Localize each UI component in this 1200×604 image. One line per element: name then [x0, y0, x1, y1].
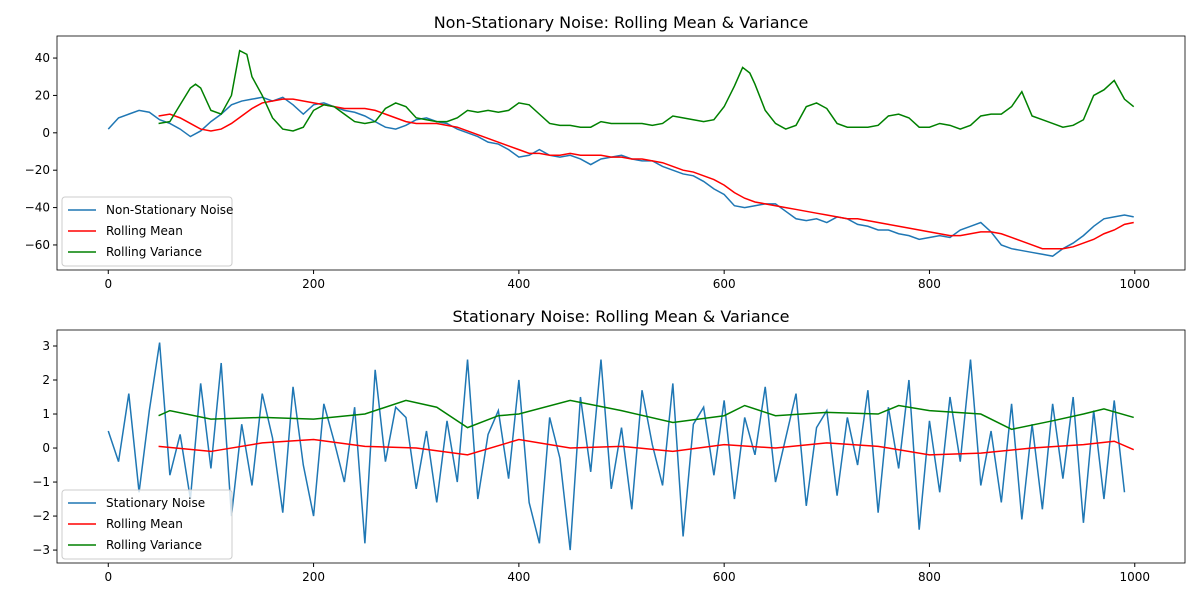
legend-label: Rolling Variance — [106, 245, 202, 259]
y-tick-label: −40 — [25, 201, 50, 215]
x-tick-label: 800 — [918, 277, 941, 291]
x-tick-label: 800 — [918, 570, 941, 584]
y-tick-label: −2 — [32, 509, 50, 523]
x-tick-label: 0 — [104, 570, 112, 584]
y-tick-label: −1 — [32, 475, 50, 489]
x-tick-label: 200 — [302, 570, 325, 584]
series-line — [158, 438, 1135, 456]
legend-label: Rolling Mean — [106, 224, 183, 238]
y-tick-label: 2 — [42, 373, 50, 387]
plot-frame — [56, 329, 1186, 564]
y-tick-label: 0 — [42, 126, 50, 140]
series-line — [158, 399, 1134, 431]
y-tick-label: 40 — [35, 51, 50, 65]
y-tick-label: −60 — [25, 238, 50, 252]
chart-title: Non-Stationary Noise: Rolling Mean & Var… — [434, 13, 809, 32]
y-tick-label: −3 — [32, 543, 50, 557]
y-tick-label: 3 — [42, 339, 50, 353]
y-tick-label: 20 — [35, 88, 50, 102]
y-tick-label: 0 — [42, 441, 50, 455]
chart-title: Stationary Noise: Rolling Mean & Varianc… — [453, 307, 790, 326]
x-tick-label: 400 — [507, 277, 530, 291]
x-tick-label: 600 — [713, 277, 736, 291]
legend-box — [61, 196, 233, 267]
series-line — [158, 98, 1134, 250]
series-line — [107, 96, 1134, 257]
x-tick-label: 200 — [302, 277, 325, 291]
x-tick-label: 1000 — [1119, 570, 1150, 584]
plot-frame — [56, 35, 1186, 271]
legend-label: Stationary Noise — [106, 496, 205, 510]
x-tick-label: 1000 — [1119, 277, 1150, 291]
y-tick-label: −20 — [25, 163, 50, 177]
legend-label: Rolling Mean — [106, 517, 183, 531]
legend-label: Non-Stationary Noise — [106, 203, 233, 217]
legend-box — [61, 489, 233, 560]
x-tick-label: 600 — [713, 570, 736, 584]
y-tick-label: 1 — [42, 407, 50, 421]
x-tick-label: 0 — [104, 277, 112, 291]
legend-label: Rolling Variance — [106, 538, 202, 552]
series-line — [158, 49, 1135, 132]
x-tick-label: 400 — [507, 570, 530, 584]
series-line — [107, 342, 1126, 551]
